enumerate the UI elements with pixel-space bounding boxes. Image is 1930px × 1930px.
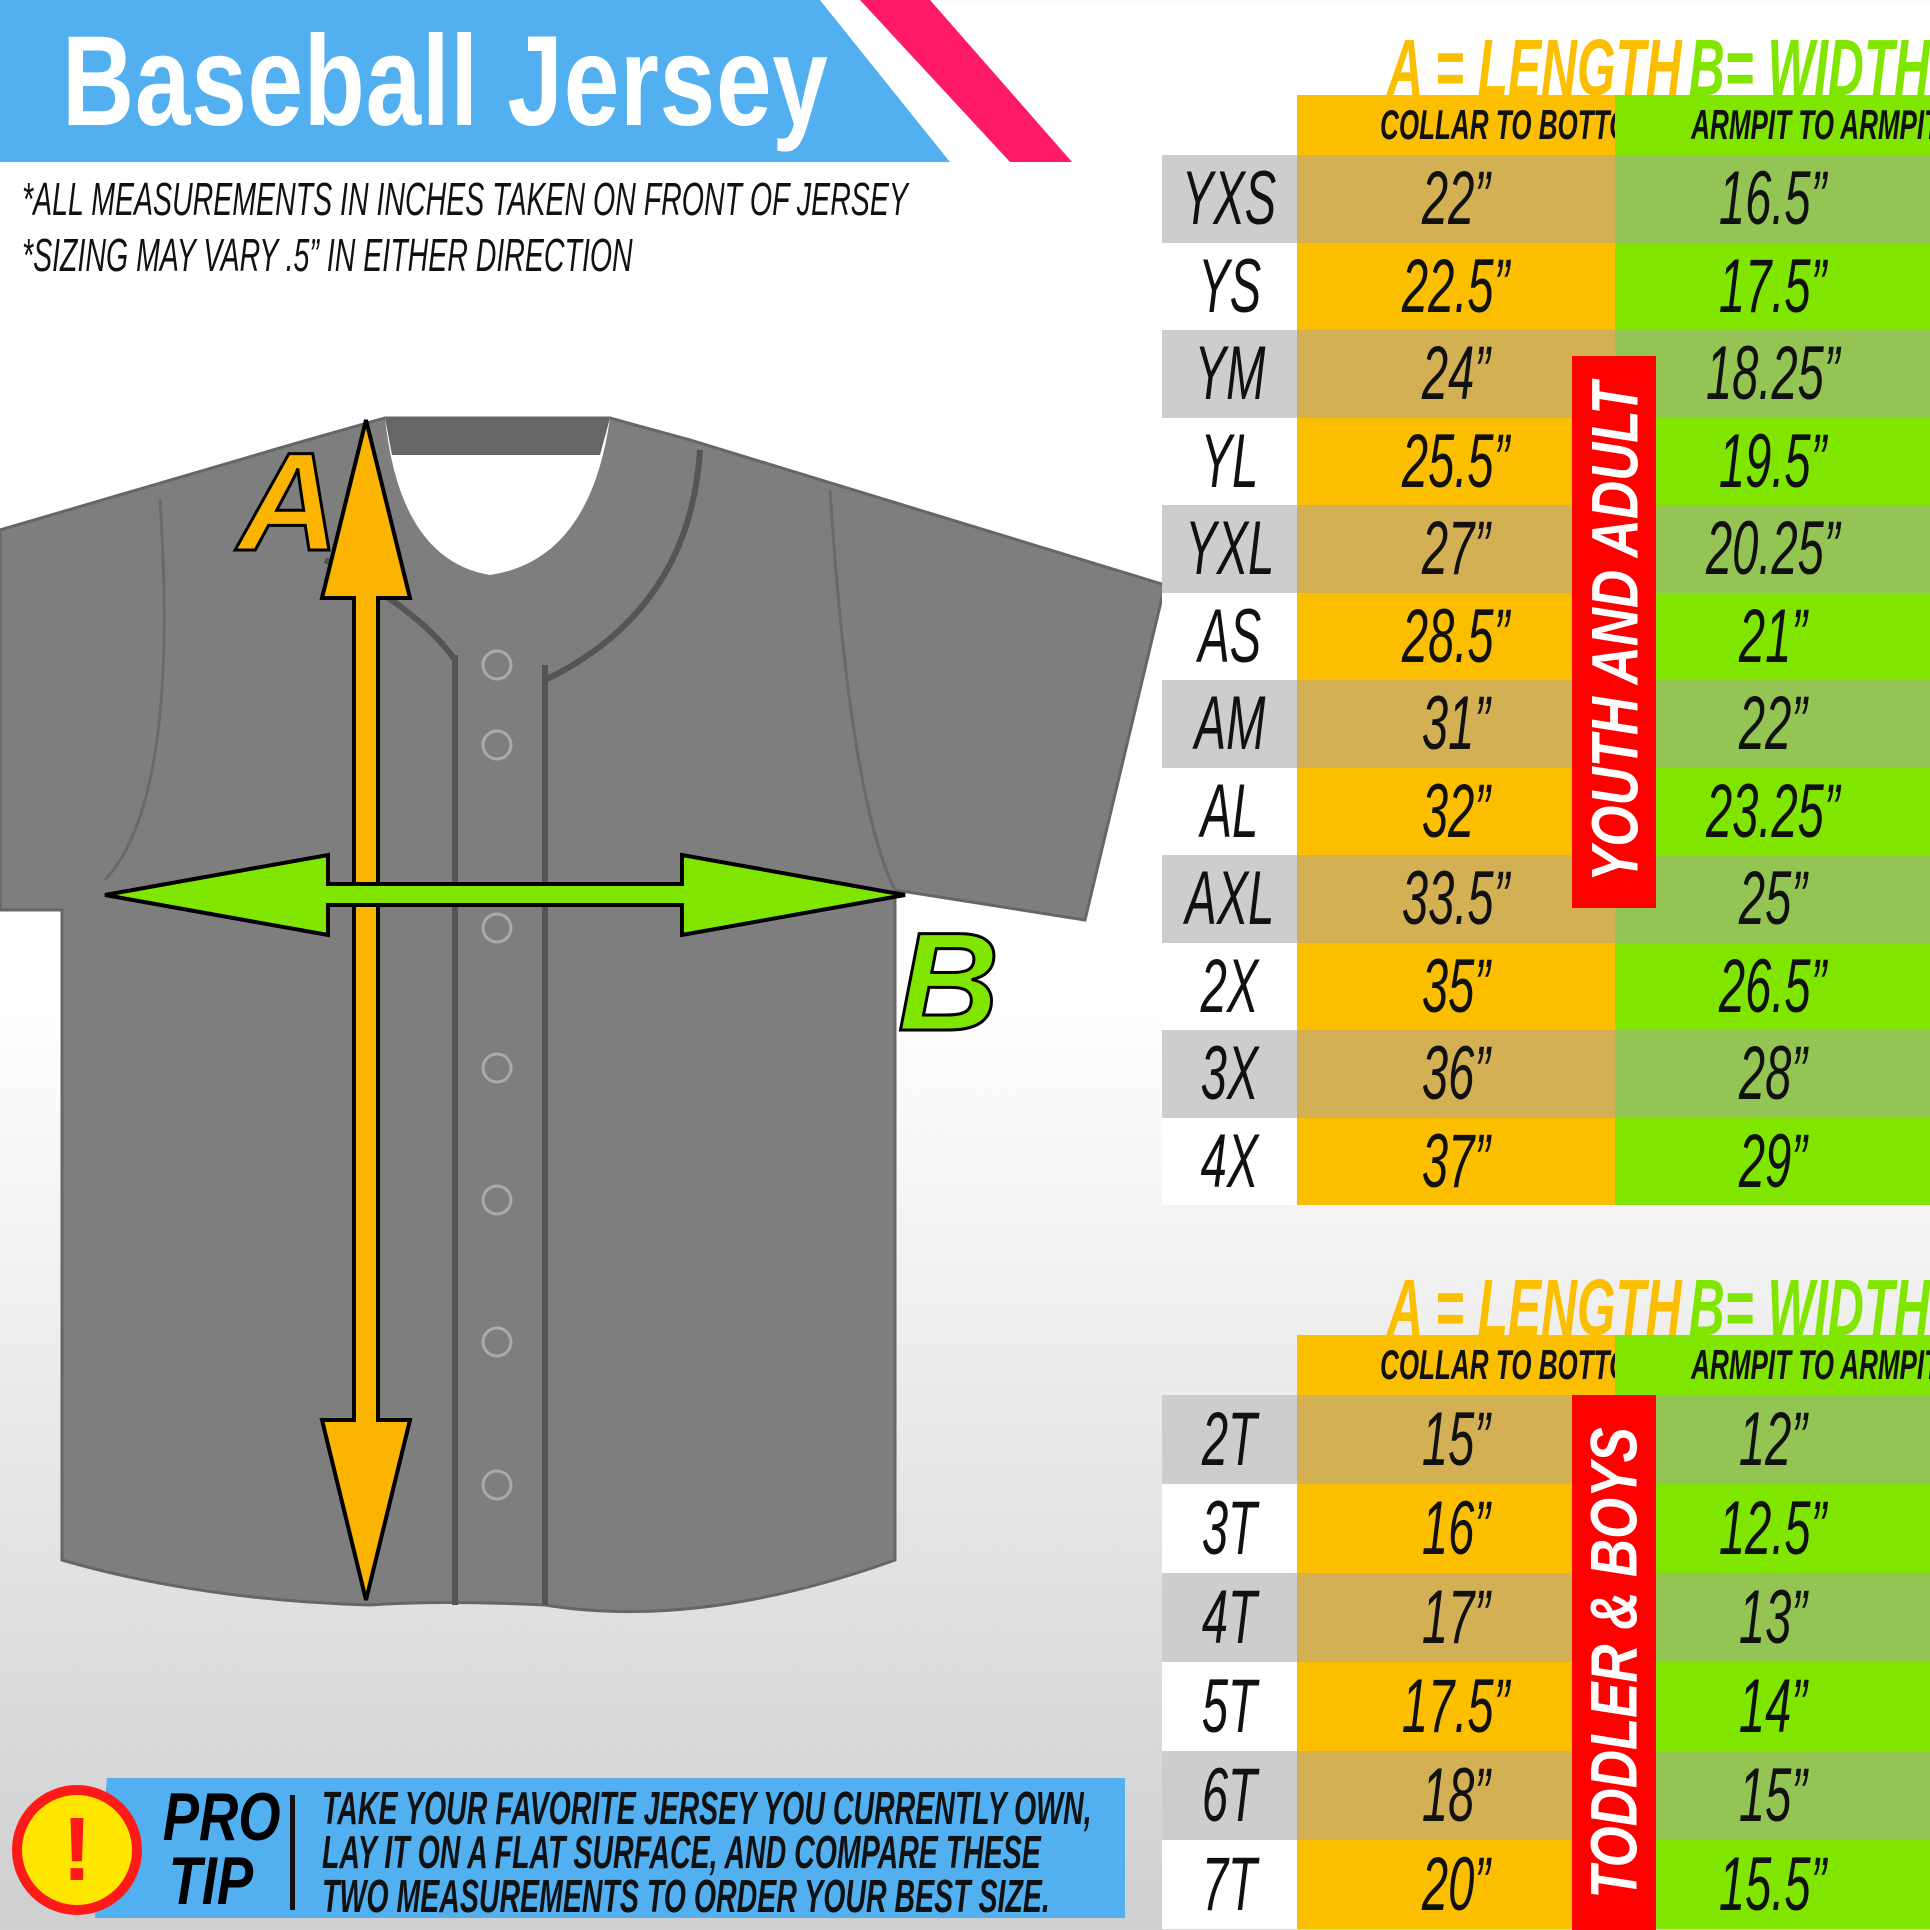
table-row: YXS 22” 16.5” — [1162, 155, 1930, 243]
size-cell: YXS — [1162, 155, 1297, 243]
table-row: AL 32” 23.25” — [1162, 767, 1930, 855]
length-cell: 18” — [1297, 1751, 1615, 1840]
table-row: YM 24” 18.25” — [1162, 330, 1930, 418]
exclamation-icon: ! — [12, 1785, 142, 1915]
length-cell: 17” — [1297, 1573, 1615, 1662]
page-title: Baseball Jersey — [62, 10, 829, 153]
length-subheader: COLLAR TO BOTTOM — [1297, 95, 1651, 155]
pro-tip-text: TAKE YOUR FAVORITE JERSEY YOU CURRENTLY … — [322, 1782, 1092, 1922]
width-cell: 20.25” — [1615, 505, 1930, 593]
table-row: YL 25.5” 19.5” — [1162, 417, 1930, 505]
size-cell: 7T — [1162, 1840, 1297, 1929]
length-cell: 17.5” — [1297, 1662, 1615, 1751]
length-cell: 28.5” — [1297, 592, 1615, 680]
width-cell: 29” — [1615, 1117, 1930, 1205]
length-cell: 32” — [1297, 767, 1615, 855]
jersey-diagram: A B — [0, 416, 1167, 1614]
group-label: TODDLER & BOYS — [1572, 1395, 1656, 1930]
width-cell: 14” — [1615, 1662, 1930, 1751]
length-cell: 25.5” — [1297, 417, 1615, 505]
length-cell: 22.5” — [1297, 242, 1615, 330]
width-subheader: ARMPIT TO ARMPIT — [1615, 1335, 1930, 1395]
width-cell: 15” — [1615, 1751, 1930, 1840]
table-row: 4T 17” 13” — [1162, 1573, 1930, 1662]
table-row: 3X 36” 28” — [1162, 1030, 1930, 1118]
table-row: 6T 18” 15” — [1162, 1751, 1930, 1840]
button-icons — [481, 649, 513, 1501]
size-cell: 5T — [1162, 1662, 1297, 1751]
note-sizing: *SIZING MAY VARY .5” IN EITHER DIRECTION — [22, 229, 633, 281]
size-cell: 4T — [1162, 1573, 1297, 1662]
width-cell: 17.5” — [1615, 242, 1930, 330]
arrow-a-icon — [319, 419, 413, 1601]
width-cell: 12.5” — [1615, 1484, 1930, 1573]
pro-tip-label: PRO TIP — [162, 1779, 281, 1919]
size-cell: YXL — [1162, 505, 1297, 593]
length-cell: 20” — [1297, 1840, 1615, 1929]
table-row: YXL 27” 20.25” — [1162, 505, 1930, 593]
table-row: 7T 20” 15.5” — [1162, 1840, 1930, 1929]
length-cell: 35” — [1297, 942, 1615, 1030]
width-cell: 12” — [1615, 1395, 1930, 1484]
length-cell: 33.5” — [1297, 855, 1615, 943]
size-cell: 6T — [1162, 1751, 1297, 1840]
table-row: 4X 37” 29” — [1162, 1117, 1930, 1205]
width-cell: 19.5” — [1615, 417, 1930, 505]
length-cell: 24” — [1297, 330, 1615, 418]
width-cell: 26.5” — [1615, 942, 1930, 1030]
width-cell: 25” — [1615, 855, 1930, 943]
size-cell: YS — [1162, 242, 1297, 330]
size-cell: 4X — [1162, 1117, 1297, 1205]
width-cell: 16.5” — [1615, 155, 1930, 243]
label-b: B — [898, 903, 999, 1060]
width-cell: 18.25” — [1615, 330, 1930, 418]
length-cell: 37” — [1297, 1117, 1615, 1205]
size-cell: 2X — [1162, 942, 1297, 1030]
size-cell: AS — [1162, 592, 1297, 680]
table-row: AXL 33.5” 25” — [1162, 855, 1930, 943]
width-cell: 13” — [1615, 1573, 1930, 1662]
width-cell: 21” — [1615, 592, 1930, 680]
length-cell: 16” — [1297, 1484, 1615, 1573]
length-cell: 31” — [1297, 680, 1615, 768]
width-cell: 23.25” — [1615, 767, 1930, 855]
table-row: 5T 17.5” 14” — [1162, 1662, 1930, 1751]
size-cell: AL — [1162, 767, 1297, 855]
size-cell: YM — [1162, 330, 1297, 418]
table-row: AS 28.5” 21” — [1162, 592, 1930, 680]
width-cell: 22” — [1615, 680, 1930, 768]
table-row: YS 22.5” 17.5” — [1162, 242, 1930, 330]
length-cell: 15” — [1297, 1395, 1615, 1484]
divider — [290, 1795, 295, 1910]
size-cell: 3T — [1162, 1484, 1297, 1573]
table-row: 2X 35” 26.5” — [1162, 942, 1930, 1030]
pro-tip-box — [95, 1778, 1125, 1918]
size-cell: 3X — [1162, 1030, 1297, 1118]
table-row: 3T 16” 12.5” — [1162, 1484, 1930, 1573]
table-row: 2T 15” 12” — [1162, 1395, 1930, 1484]
arrow-b-icon — [104, 852, 906, 938]
length-cell: 36” — [1297, 1030, 1615, 1118]
table-row: AM 31” 22” — [1162, 680, 1930, 768]
size-cell: YL — [1162, 417, 1297, 505]
size-cell: 2T — [1162, 1395, 1297, 1484]
size-cell: AM — [1162, 680, 1297, 768]
size-cell: AXL — [1162, 855, 1297, 943]
group-label: YOUTH AND ADULT — [1572, 356, 1656, 908]
width-cell: 28” — [1615, 1030, 1930, 1118]
length-subheader: COLLAR TO BOTTOM — [1297, 1335, 1651, 1395]
label-a: A — [235, 423, 339, 580]
width-cell: 15.5” — [1615, 1840, 1930, 1929]
length-cell: 27” — [1297, 505, 1615, 593]
length-cell: 22” — [1297, 155, 1615, 243]
width-subheader: ARMPIT TO ARMPIT — [1615, 95, 1930, 155]
title-banner — [0, 0, 1072, 162]
note-measurements: *ALL MEASUREMENTS IN INCHES TAKEN ON FRO… — [22, 173, 908, 225]
